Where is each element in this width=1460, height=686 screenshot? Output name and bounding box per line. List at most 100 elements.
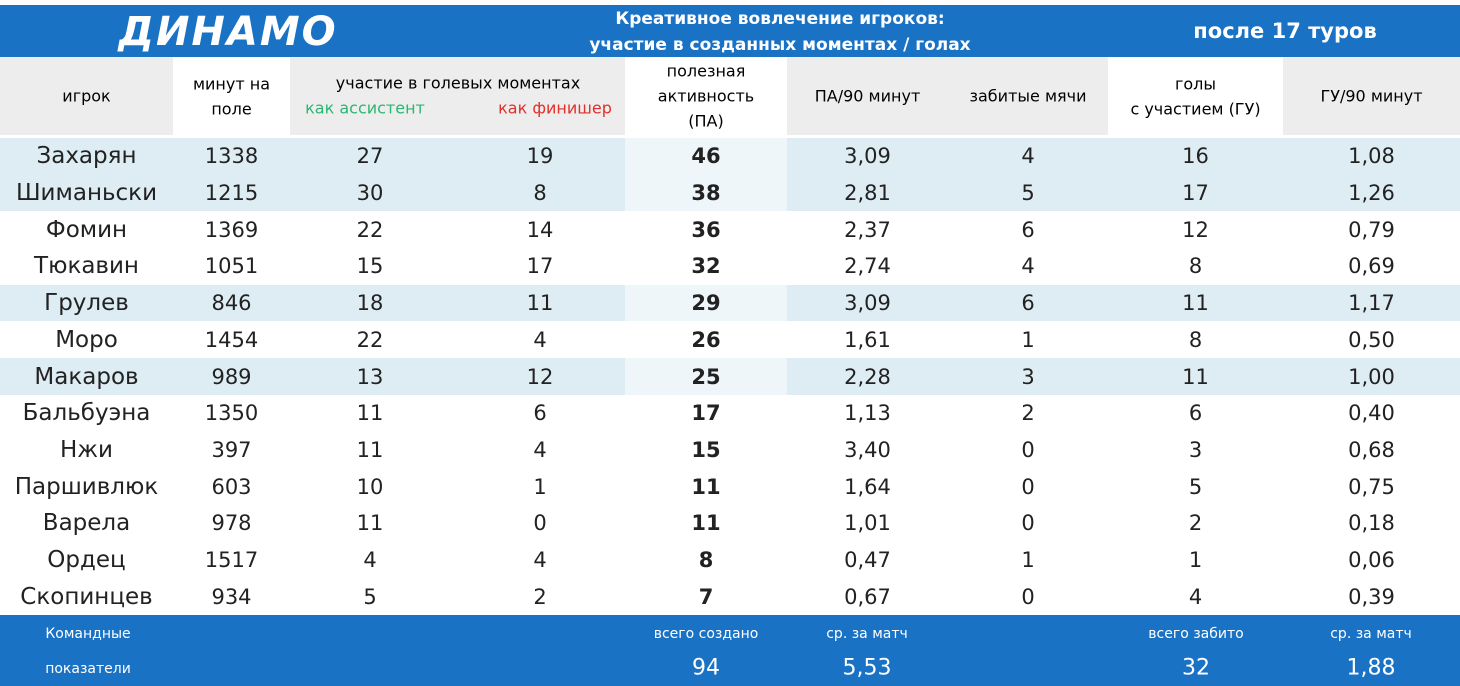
cell: 46 [691, 144, 721, 169]
cell: 11 [356, 511, 384, 536]
header-bar [0, 5, 1460, 57]
header-cell [173, 57, 290, 135]
cell: 8 [1188, 254, 1203, 279]
cell: 0 [1021, 584, 1035, 609]
column-header: ПА/90 минут [814, 86, 921, 106]
cell: 0 [1021, 437, 1035, 462]
cell: 4 [533, 547, 547, 572]
cell: 5 [1021, 181, 1035, 206]
pa-cell [625, 431, 787, 469]
cell: 1,17 [1348, 291, 1395, 316]
cell: 3,09 [844, 144, 891, 169]
cell: 32 [691, 254, 721, 279]
player-name: Варела [42, 510, 131, 537]
cell: 4 [533, 437, 547, 462]
pa-cell [625, 358, 787, 395]
pa-cell [625, 284, 787, 322]
subcolumn-header: как финишер [498, 98, 612, 118]
cell: 11 [691, 511, 721, 536]
cell: 603 [211, 474, 252, 499]
cell: 0,79 [1348, 217, 1395, 242]
team-name: ДИНАМО [118, 9, 338, 55]
header-cell [625, 57, 787, 135]
cell: 989 [211, 364, 252, 389]
cell: 0,39 [1348, 584, 1395, 609]
cell: 11 [1182, 364, 1209, 389]
cell: 11 [1182, 291, 1209, 316]
footer-label: ср. за матч [826, 626, 908, 642]
cell: 2,28 [844, 364, 891, 389]
pa-cell [625, 394, 787, 432]
cell: 978 [211, 511, 252, 536]
cell: 30 [356, 181, 384, 206]
cell: 3 [1188, 437, 1203, 462]
pa-cell [625, 504, 787, 542]
cell: 19 [526, 144, 554, 169]
cell: 6 [1021, 291, 1035, 316]
column-header: голы [1174, 74, 1217, 93]
cell: 2,37 [844, 217, 891, 242]
cell: 2,74 [844, 254, 891, 279]
column-header: полезная [666, 61, 746, 81]
cell: 0,69 [1348, 254, 1395, 279]
cell: 17 [691, 401, 721, 426]
cell: 16 [1182, 144, 1209, 169]
cell: 0,47 [844, 547, 891, 572]
cell: 1051 [204, 254, 259, 279]
cell: 1,01 [844, 511, 891, 536]
cell: 15 [356, 254, 384, 279]
cell: 8 [1188, 327, 1203, 352]
cell: 17 [1182, 181, 1209, 206]
pa-cell [625, 211, 787, 249]
player-name: Захарян [36, 143, 137, 170]
cell: 1517 [204, 547, 259, 572]
cell: 11 [356, 437, 384, 462]
footer-label: всего создано [653, 626, 759, 642]
cell: 0,67 [844, 584, 891, 609]
cell: 5 [363, 584, 377, 609]
cell: 0 [1021, 474, 1035, 499]
cell: 2,81 [844, 181, 891, 206]
player-name: Бальбуэна [22, 400, 151, 427]
cell: 3 [1021, 364, 1035, 389]
cell: 18 [356, 291, 384, 316]
cell: 1,61 [844, 327, 891, 352]
cell: 934 [211, 584, 252, 609]
cell: 2 [533, 584, 547, 609]
footer-value: 1,88 [1346, 655, 1396, 681]
cell: 1 [1021, 547, 1035, 572]
player-name: Моро [55, 326, 118, 353]
cell: 38 [691, 181, 721, 206]
header-cell [0, 57, 173, 135]
cell: 0,18 [1348, 511, 1395, 536]
footer-value: 5,53 [842, 655, 892, 681]
player-name: Макаров [34, 363, 139, 390]
cell: 0 [1021, 511, 1035, 536]
pa-cell [625, 578, 787, 615]
cell: 3,09 [844, 291, 891, 316]
footer-bar [0, 615, 1460, 686]
player-name: Скопинцев [20, 583, 153, 610]
header-cell [290, 57, 455, 135]
cell: 1369 [204, 217, 259, 242]
cell: 0 [533, 511, 547, 536]
cell: 1350 [204, 401, 259, 426]
cell: 1,13 [844, 401, 891, 426]
pa-cell [625, 321, 787, 359]
cell: 4 [1021, 144, 1035, 169]
column-header: активность [657, 86, 755, 106]
cell: 4 [533, 327, 547, 352]
player-name: Шиманьски [15, 180, 158, 207]
player-name: Ордец [47, 546, 126, 573]
cell: 6 [533, 401, 547, 426]
cell: 26 [691, 327, 721, 352]
column-header: ГУ/90 минут [1320, 86, 1423, 106]
cell: 1,26 [1348, 181, 1395, 206]
player-name: Тюкавин [34, 253, 139, 280]
title: Креативное вовлечение игроков: [615, 9, 945, 29]
cell: 0,50 [1348, 327, 1395, 352]
cell: 22 [356, 217, 384, 242]
cell: 36 [691, 217, 721, 242]
cell: 12 [526, 364, 554, 389]
cell: 3,40 [844, 437, 891, 462]
